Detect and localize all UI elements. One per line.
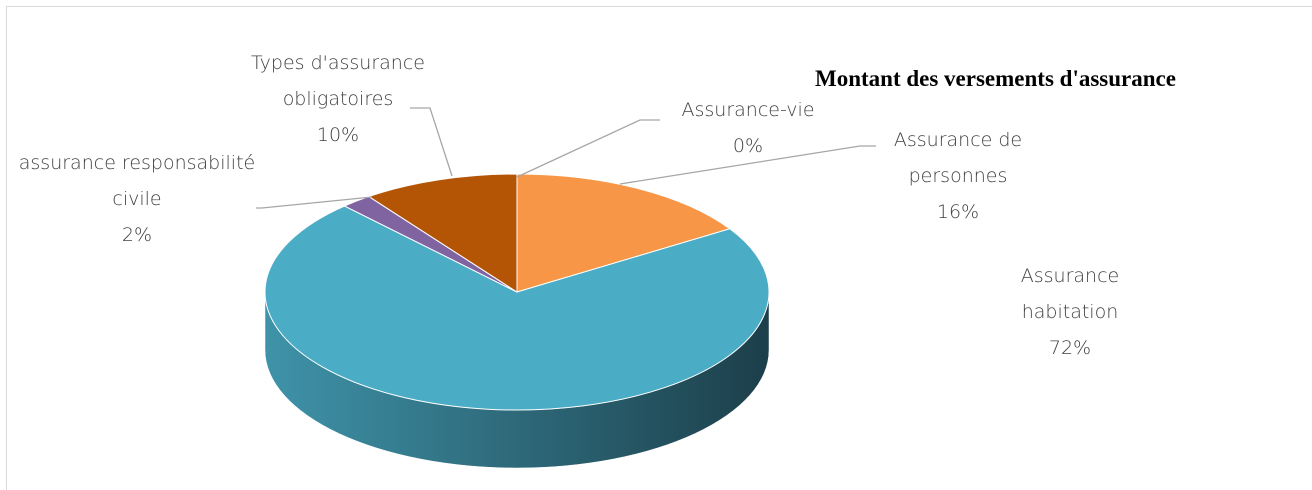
- leader-line: [256, 196, 373, 209]
- value-label: 72%: [1048, 337, 1092, 359]
- value-label: 10%: [316, 124, 360, 146]
- data-label: Assurance habitation 72%: [1010, 258, 1130, 366]
- category-label: Assurance habitation: [1020, 265, 1120, 323]
- data-label: Types d'assurance obligatoires 10%: [223, 45, 453, 153]
- pie-slice: [367, 173, 518, 293]
- value-label: 2%: [121, 224, 153, 246]
- chart-title: Montant des versements d'assurance: [815, 66, 1176, 91]
- leader-line: [619, 145, 876, 185]
- category-label: assurance responsabilité civile: [18, 152, 256, 210]
- category-label: Assurance de personnes: [893, 129, 1023, 187]
- data-label: assurance responsabilité civile 2%: [18, 145, 256, 253]
- leader-line: [516, 119, 660, 178]
- pie-slice: [516, 173, 731, 293]
- value-label: 16%: [936, 201, 980, 223]
- leader-line: [410, 107, 453, 177]
- category-label: Assurance-vie: [681, 99, 815, 121]
- data-label: Assurance-vie 0%: [648, 92, 848, 164]
- category-label: Types d'assurance obligatoires: [251, 52, 425, 110]
- data-label: Assurance de personnes 16%: [883, 122, 1033, 230]
- chart-frame: [6, 6, 1312, 490]
- leader-lines: [256, 107, 876, 209]
- pie-slice: [264, 205, 770, 411]
- value-label: 0%: [732, 135, 764, 157]
